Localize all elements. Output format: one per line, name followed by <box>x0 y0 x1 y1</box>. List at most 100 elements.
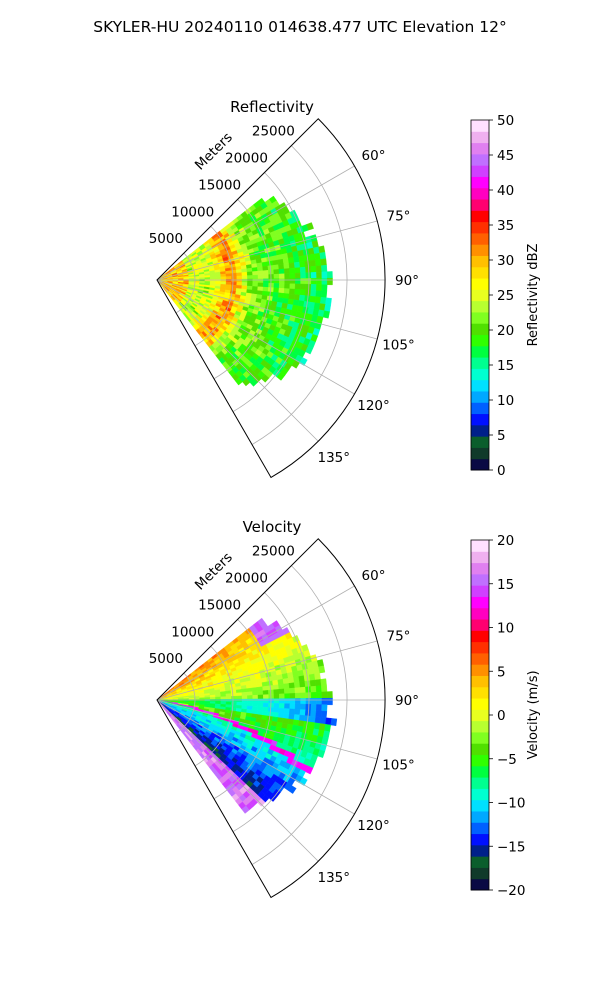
colorbar-swatch <box>471 447 489 459</box>
radar-cell <box>311 284 317 290</box>
colorbar-swatch <box>471 459 489 471</box>
radar-cell <box>231 696 236 699</box>
radar-cell <box>293 257 299 263</box>
radar-cell <box>306 278 311 284</box>
azimuth-tick-label: 135° <box>318 450 351 466</box>
radar-cell <box>252 267 258 271</box>
radar-cell <box>231 693 237 696</box>
radar-cell <box>263 275 268 279</box>
radar-cell <box>272 260 278 265</box>
radar-cell <box>279 689 285 694</box>
radar-cell <box>315 259 321 266</box>
radar-cell <box>279 269 285 274</box>
radar-cell <box>263 686 269 691</box>
radar-cell <box>311 266 317 272</box>
azimuth-tick-label: 120° <box>357 398 390 414</box>
radar-cell <box>322 272 328 279</box>
radar-cell <box>226 276 231 279</box>
radar-cell <box>284 263 290 269</box>
radar-cell <box>290 284 296 289</box>
radar-cell <box>278 684 284 689</box>
radar-cell <box>242 699 247 702</box>
colorbar-swatch <box>471 233 489 245</box>
colorbar-swatch <box>471 630 489 642</box>
colorbar-swatch <box>471 642 489 654</box>
radar-cell <box>295 278 300 284</box>
radar-cell <box>295 284 301 290</box>
radar-cell <box>295 267 301 273</box>
radar-cell <box>274 694 279 699</box>
colorbar-swatch <box>471 845 489 857</box>
radar-cell <box>253 695 258 699</box>
radar-cell <box>242 282 247 286</box>
radar-cell <box>247 283 252 287</box>
radar-cell <box>322 705 328 712</box>
radar-cell <box>237 276 242 279</box>
radar-cell <box>300 693 305 699</box>
radar-cell <box>263 703 269 707</box>
colorbar-swatch <box>471 755 489 767</box>
radar-cell <box>311 278 316 284</box>
radar-cell <box>322 698 327 705</box>
radar-cell <box>284 708 290 713</box>
radar-cell <box>320 252 326 259</box>
colorbar-swatch <box>471 563 489 575</box>
velocity-panel: Velocity 50001000015000200002500060°75°9… <box>149 518 541 899</box>
radar-cell <box>299 256 305 262</box>
azimuth-tick-label: 75° <box>387 208 411 224</box>
radar-cell <box>322 285 328 292</box>
range-tick-label: 5000 <box>149 231 183 247</box>
radar-cell <box>311 686 317 692</box>
colorbar-swatch <box>471 551 489 563</box>
radar-cell <box>311 704 317 710</box>
radar-cell <box>288 257 294 263</box>
colorbar-tick-label: 0 <box>497 463 506 479</box>
colorbar-swatch <box>471 131 489 143</box>
radar-cell <box>290 279 295 284</box>
colorbar-swatch <box>471 425 489 437</box>
radar-cell <box>295 704 301 710</box>
radar-cell <box>274 283 280 288</box>
radar-cell <box>327 691 333 698</box>
radar-cell <box>317 659 324 666</box>
colorbar-swatch <box>471 391 489 403</box>
radar-cell <box>325 298 331 305</box>
radar-cell <box>284 268 290 273</box>
colorbar-tick-label: 50 <box>497 113 514 129</box>
radar-cell <box>300 267 306 273</box>
range-tick-label: 10000 <box>171 624 214 640</box>
radar-cell <box>231 276 236 279</box>
colorbar-swatch <box>471 176 489 188</box>
radar-cell <box>310 680 316 687</box>
radar-cell <box>315 297 321 304</box>
radar-cell <box>278 259 284 265</box>
radar-cell <box>236 693 242 697</box>
radar-cell <box>247 272 253 276</box>
radar-cell <box>315 679 321 686</box>
colorbar-tick-label: −10 <box>497 796 526 812</box>
radar-cell <box>253 279 258 283</box>
radar-cell <box>247 279 252 283</box>
range-tick-label: 25000 <box>252 544 295 560</box>
radar-cell <box>247 275 252 279</box>
range-tick-label: 20000 <box>225 151 268 167</box>
radar-cell <box>320 297 326 304</box>
colorbar-tick-label: 15 <box>497 577 514 593</box>
range-tick-label: 25000 <box>252 124 295 140</box>
colorbar-swatch <box>471 312 489 324</box>
colorbar-tick-label: 5 <box>497 664 506 680</box>
radar-cell <box>210 277 215 279</box>
radar-cell <box>285 279 290 284</box>
radar-cell <box>300 681 306 687</box>
colorbar-swatch <box>471 822 489 834</box>
colorbar-swatch <box>471 811 489 823</box>
radar-cell <box>289 709 295 715</box>
range-tick-label: 10000 <box>171 204 214 220</box>
colorbar-swatch <box>471 879 489 891</box>
radar-cell <box>317 278 322 284</box>
radar-cell <box>310 290 316 296</box>
colorbar-swatch <box>471 289 489 301</box>
colorbar-tick-label: 45 <box>497 148 514 164</box>
radar-cell <box>205 277 210 279</box>
radar-cell <box>274 703 280 708</box>
